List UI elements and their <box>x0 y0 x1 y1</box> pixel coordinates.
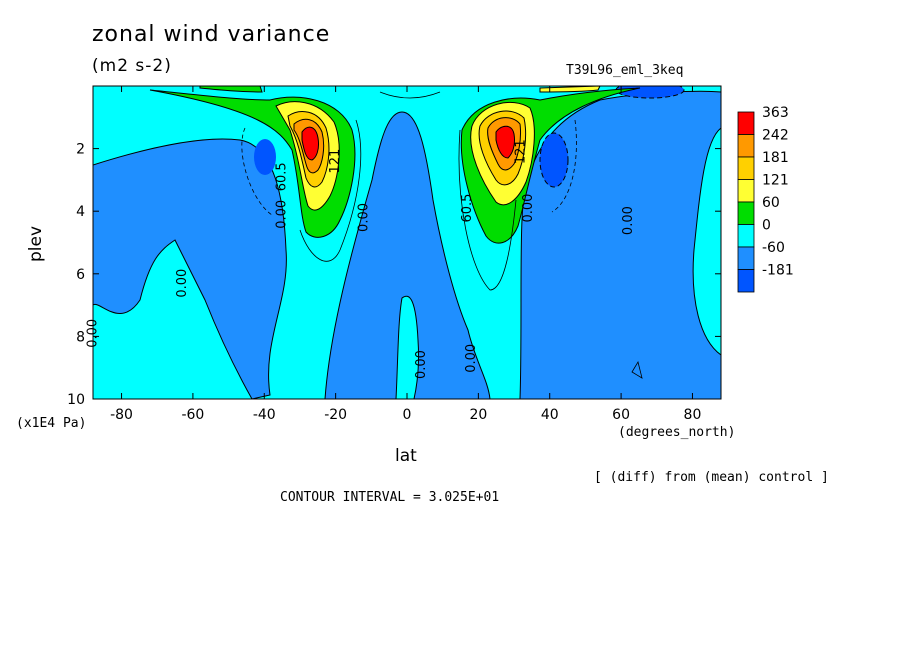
contour-label: 60.5 <box>275 162 290 191</box>
colorbar-label: 121 <box>762 173 789 189</box>
contour-line <box>458 129 517 291</box>
x-tick-label: 40 <box>541 407 559 423</box>
band-neg-deep-west <box>254 139 276 175</box>
band-363-west <box>301 126 319 161</box>
band-neg-deep-east <box>539 132 569 188</box>
colorbar-swatch <box>737 269 755 293</box>
band-cyan-equator <box>395 295 419 399</box>
contour-line <box>551 119 577 213</box>
x-tick-label: -80 <box>110 407 133 423</box>
contour-label: 0.00 <box>275 200 290 229</box>
chart-title: zonal wind variance <box>92 22 331 47</box>
contour-field <box>93 86 721 399</box>
chart-units: (m2 s-2) <box>92 56 172 76</box>
colorbar-label: 60 <box>762 195 780 211</box>
colorbar-swatch <box>737 179 755 203</box>
x-axis: -80 -60 -40 -20 0 20 40 60 80 <box>110 86 701 423</box>
contour-line <box>299 119 362 262</box>
colorbar-label: -60 <box>762 240 785 256</box>
contour-label: 0.00 <box>357 203 372 232</box>
y-axis: 2 4 6 8 10 <box>67 142 721 408</box>
contour-labels: 0.00 0.00 0.00 60.5 121 0.00 0.00 0.00 60.5 121 0.… <box>86 139 636 379</box>
contour-label: 121 <box>514 139 529 164</box>
contour-label: 60.5 <box>460 194 475 223</box>
experiment-label: T39L96_eml_3keq <box>566 63 684 78</box>
x-tick-label: 0 <box>403 407 412 423</box>
x-tick-label: 80 <box>684 407 702 423</box>
band-neg-west <box>93 138 287 399</box>
y-tick-label: 4 <box>76 204 85 220</box>
colorbar-label: 363 <box>762 105 789 121</box>
y-tick-label: 10 <box>67 392 85 408</box>
contour-line <box>241 127 273 216</box>
contour-label: 0.00 <box>464 344 479 373</box>
band-top-streak-east <box>539 86 601 93</box>
colorbar: 363 242 181 121 60 0 -60 -181 <box>737 105 794 293</box>
colorbar-swatch <box>737 224 755 248</box>
x-tick-label: -60 <box>181 407 204 423</box>
colorbar-swatch <box>737 201 755 225</box>
colorbar-swatch <box>737 134 755 158</box>
x-axis-unit: (degrees_north) <box>618 425 736 440</box>
x-axis-label: lat <box>395 446 417 466</box>
x-tick-label: 20 <box>469 407 487 423</box>
contour-interval: CONTOUR INTERVAL = 3.025E+01 <box>280 490 500 505</box>
colorbar-swatch <box>737 111 755 135</box>
y-tick-label: 2 <box>76 142 85 158</box>
comparison-note: [ (diff) from (mean) control ] <box>594 470 829 485</box>
contour-line <box>379 91 441 99</box>
colorbar-label: -181 <box>762 263 794 279</box>
contour-label: 0.00 <box>414 350 429 379</box>
contour-label: 0.00 <box>175 269 190 298</box>
x-tick-label: 60 <box>612 407 630 423</box>
contour-line <box>631 360 643 379</box>
contour-label: 0.00 <box>86 319 101 348</box>
colorbar-swatch <box>737 156 755 180</box>
colorbar-label: 0 <box>762 218 771 234</box>
band-363-east <box>495 125 515 159</box>
y-axis-label: plev <box>26 225 46 262</box>
colorbar-label: 181 <box>762 150 789 166</box>
band-neg-center <box>324 111 491 399</box>
colorbar-swatch <box>737 246 755 270</box>
colorbar-label: 242 <box>762 128 789 144</box>
contour-label: 0.00 <box>521 194 536 223</box>
band-top-streak <box>199 86 263 93</box>
contour-label: 0.00 <box>621 206 636 235</box>
x-tick-label: -40 <box>253 407 276 423</box>
y-tick-label: 6 <box>76 267 85 283</box>
contour-label: 121 <box>328 149 343 174</box>
y-tick-label: 8 <box>76 329 85 345</box>
x-tick-label: -20 <box>324 407 347 423</box>
y-axis-unit: (x1E4 Pa) <box>16 416 87 431</box>
